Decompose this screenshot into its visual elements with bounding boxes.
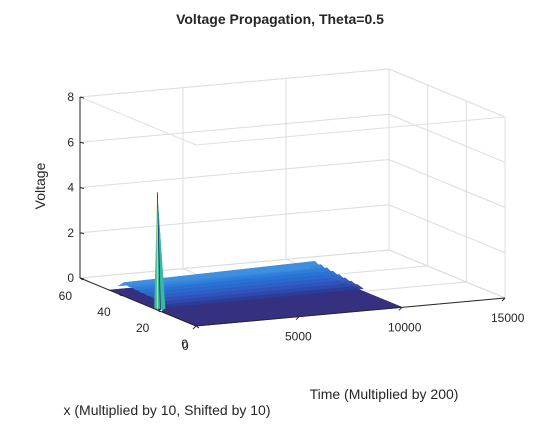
spike-edge xyxy=(156,192,161,312)
x-axis-label: Time (Multiplied by 200) xyxy=(310,386,459,402)
grid-line xyxy=(79,158,506,208)
z-tick-label: 4 xyxy=(67,181,74,195)
box-edge xyxy=(79,68,506,146)
x-tick-mark xyxy=(295,316,300,321)
x-tick-label: 10000 xyxy=(388,320,422,334)
y-axis-line xyxy=(79,277,197,327)
grid-line xyxy=(79,249,390,279)
x-tick-mark xyxy=(192,325,197,330)
z-axis-label: Voltage xyxy=(32,162,48,209)
z-tick-label: 8 xyxy=(67,90,74,104)
grid-line xyxy=(79,113,506,163)
front-edge xyxy=(117,261,315,287)
x-tick-label: 15000 xyxy=(491,311,525,325)
z-tick-label: 2 xyxy=(67,226,74,240)
y-axis-label: x (Multiplied by 10, Shifted by 10) xyxy=(64,402,271,418)
x-tick-mark xyxy=(398,306,403,311)
y-tick-label: 40 xyxy=(97,305,111,319)
z-tick-label: 0 xyxy=(67,271,74,285)
y-tick-label-mark xyxy=(157,309,161,313)
x-axis-line xyxy=(195,297,506,327)
z-tick-mark xyxy=(79,232,85,235)
grid-line xyxy=(388,249,506,299)
y-tick-label: 20 xyxy=(136,321,150,335)
x-tick-mark xyxy=(501,297,506,302)
x-tick-label: 5000 xyxy=(285,330,312,344)
voltage-surface xyxy=(108,192,403,327)
y-tick-label: 60 xyxy=(59,289,73,303)
chart-title: Voltage Propagation, Theta=0.5 xyxy=(176,11,384,27)
x-tick-label: 0 xyxy=(182,339,189,353)
y-tick-label-mark xyxy=(195,325,200,329)
grid-line xyxy=(79,204,506,254)
z-tick-mark xyxy=(79,277,85,280)
y-tick-label-mark xyxy=(118,293,122,297)
z-tick-mark xyxy=(79,141,85,144)
z-tick-label: 6 xyxy=(67,135,74,149)
z-tick-mark xyxy=(79,187,85,189)
z-tick-mark xyxy=(79,96,85,99)
grid-line xyxy=(79,68,506,118)
y-tick-label: 0 xyxy=(181,337,188,351)
